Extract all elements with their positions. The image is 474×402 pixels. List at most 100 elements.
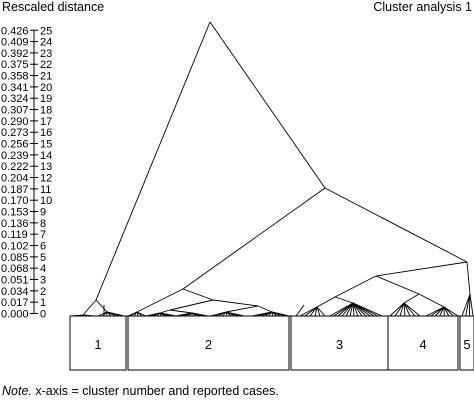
- cluster-box: [69, 315, 127, 371]
- axis-step-label: 9: [40, 207, 46, 219]
- axis-step-label: 19: [40, 93, 52, 105]
- leaf-branch: [439, 306, 445, 317]
- axis-value-label: 0.239: [1, 150, 29, 162]
- figure-note: Note. x-axis = cluster number and report…: [2, 384, 279, 398]
- axis-value-label: 0.153: [1, 207, 29, 219]
- axis-step-label: 3: [40, 275, 46, 287]
- dendrogram-branch: [334, 296, 354, 304]
- axis-value-label: 0.068: [1, 263, 29, 275]
- axis-step-label: 14: [40, 150, 52, 162]
- dendrogram-branch: [212, 299, 259, 307]
- axis-step-label: 22: [40, 59, 52, 71]
- leaf-branch: [225, 311, 245, 317]
- axis-value-label: 0.187: [1, 184, 29, 196]
- dendrogram-branch: [316, 296, 336, 308]
- dendrogram-branch: [136, 288, 184, 313]
- leaf-branch: [399, 302, 405, 317]
- dendrogram-branch: [225, 305, 259, 313]
- cluster-boxes: 1 2 3 4 5: [69, 315, 474, 371]
- leaf-branch: [345, 302, 354, 317]
- leaf-branch: [434, 306, 445, 317]
- axis-step-label: 17: [40, 116, 52, 128]
- leaf-branch: [465, 293, 471, 317]
- axis-step-label: 6: [40, 241, 46, 253]
- leaf-branch: [443, 306, 459, 317]
- axis-value-label: 0.034: [1, 286, 29, 298]
- axis-value-label: 0.204: [1, 173, 29, 185]
- axis-value-label: 0.102: [1, 241, 29, 253]
- axis-step-label: 11: [40, 184, 51, 196]
- leaf-branch: [106, 311, 125, 317]
- leaf-branch: [403, 302, 421, 317]
- leaf-branch: [314, 306, 318, 317]
- axis-value-label: 0.256: [1, 139, 29, 151]
- dendrogram-branch: [182, 187, 326, 290]
- axis-step-label: 4: [40, 263, 46, 275]
- leaf-branch: [468, 293, 471, 317]
- distance-axis: 0.000 0 0.017 1 0.034 2 0.051 3 0.068 4 0.085 5 0.10…: [1, 25, 52, 320]
- left-axis-title: Rescaled distance: [2, 0, 104, 14]
- axis-value-label: 0.375: [1, 59, 29, 71]
- dendrogram-branch: [257, 305, 273, 313]
- dendrogram-branch: [209, 21, 326, 189]
- dendrogram-branch: [466, 261, 471, 295]
- leaf-branch: [337, 302, 354, 317]
- leaf-branch: [316, 306, 321, 317]
- leaf-branch: [403, 302, 411, 317]
- axis-step-label: 16: [40, 127, 52, 139]
- leaf-branch: [136, 311, 147, 317]
- leaf-branch: [341, 302, 354, 317]
- leaf-branch: [295, 304, 305, 317]
- leaf-branch: [129, 311, 138, 317]
- axis-step-label: 5: [40, 252, 46, 264]
- axis-step-label: 15: [40, 139, 52, 151]
- axis-step-label: 2: [40, 286, 46, 298]
- axis-value-label: 0.426: [1, 25, 29, 37]
- axis-step-label: 18: [40, 105, 52, 117]
- axis-step-label: 25: [40, 25, 52, 37]
- dendrogram-branch: [324, 187, 468, 263]
- axis-step-label: 21: [40, 71, 52, 83]
- leaf-branch: [469, 293, 474, 317]
- axis-value-label: 0.392: [1, 48, 29, 60]
- leaf-branch: [443, 306, 450, 317]
- cluster-box: [459, 315, 474, 371]
- axis-value-label: 0.017: [1, 297, 29, 309]
- cluster-label: 3: [336, 337, 343, 352]
- axis-value-label: 0.222: [1, 161, 29, 173]
- axis-step-label: 12: [40, 173, 52, 185]
- dendrogram-branch: [169, 299, 214, 311]
- leaf-branch: [316, 306, 326, 317]
- cluster-label: 4: [419, 337, 426, 352]
- leaf-branch: [352, 302, 355, 317]
- dendrogram-branch: [182, 288, 214, 301]
- axis-value-label: 0.341: [1, 82, 29, 94]
- axis-step-label: 13: [40, 161, 52, 173]
- axis-value-label: 0.085: [1, 252, 29, 264]
- leaf-branch: [218, 311, 227, 317]
- dendrogram-branch: [334, 275, 377, 298]
- axis-step-label: 10: [40, 195, 52, 207]
- axis-value-label: 0.307: [1, 105, 29, 117]
- leaf-branch: [304, 306, 318, 317]
- cluster-label: 5: [463, 337, 470, 352]
- leaf-branch: [461, 293, 471, 317]
- dendrogram-branch: [159, 309, 171, 314]
- leaf-branch: [349, 302, 354, 317]
- dendrogram-branch: [403, 293, 420, 304]
- leaf-branch: [268, 311, 273, 317]
- axis-value-label: 0.170: [1, 195, 29, 207]
- leaf-branch: [430, 306, 445, 317]
- axis-value-label: 0.324: [1, 93, 29, 105]
- leaf-branch: [403, 302, 416, 317]
- leaf-branch: [309, 306, 318, 317]
- axis-value-label: 0.358: [1, 71, 29, 83]
- leaf-branch: [264, 311, 273, 317]
- dendrogram-branch: [95, 299, 108, 313]
- leaf-branch: [133, 311, 138, 317]
- dendrogram-branch: [375, 261, 468, 277]
- dendrogram-branch: [169, 309, 193, 314]
- right-figure-title: Cluster analysis 1: [373, 0, 472, 14]
- axis-step-label: 8: [40, 218, 46, 230]
- cluster-box: [387, 315, 459, 371]
